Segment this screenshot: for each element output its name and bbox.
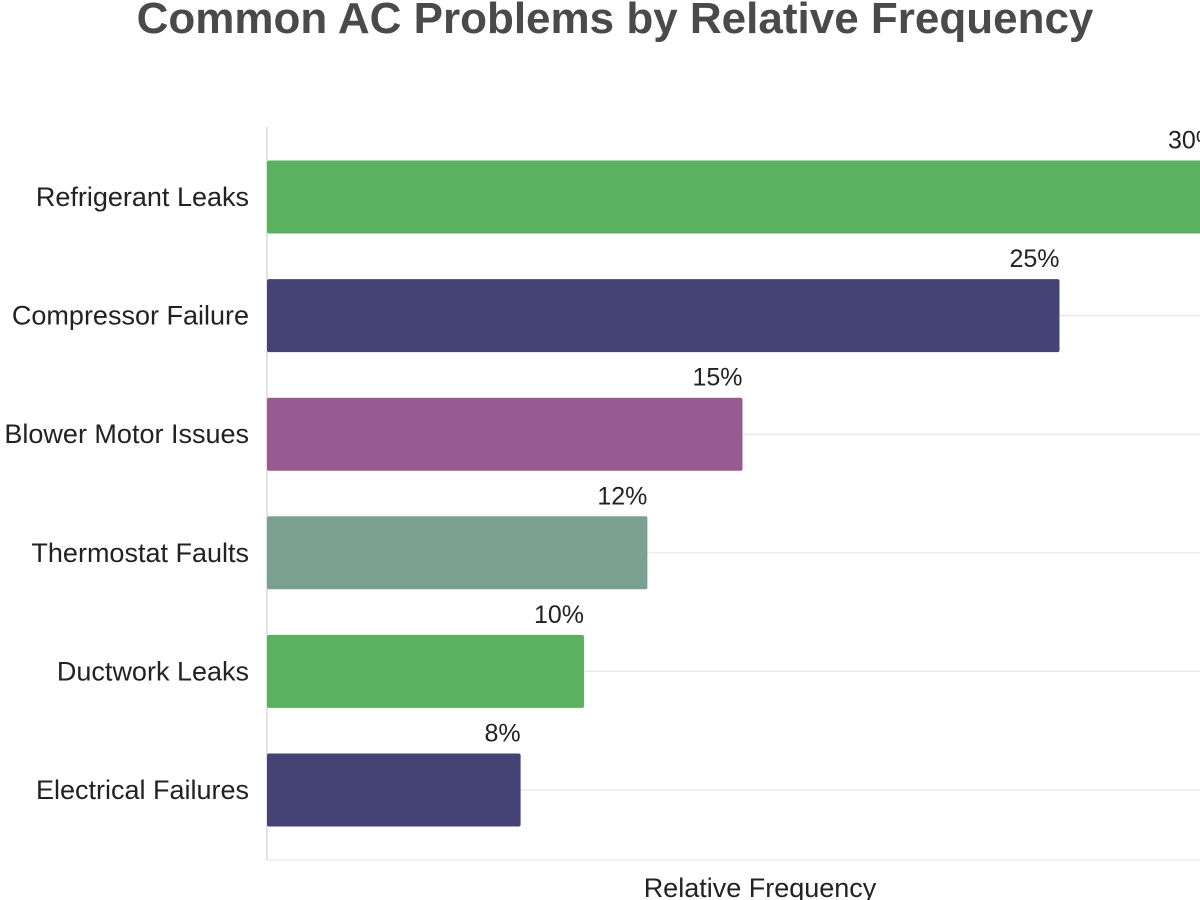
data-label: 8%	[484, 720, 520, 748]
data-label: 12%	[597, 482, 647, 510]
category-label: Electrical Failures	[36, 775, 249, 805]
data-label: 15%	[692, 364, 742, 392]
category-label: Thermostat Faults	[31, 538, 249, 568]
bar	[267, 516, 648, 590]
bar	[267, 160, 1200, 234]
bar	[267, 634, 584, 708]
bar	[267, 397, 743, 471]
category-label: Blower Motor Issues	[4, 419, 249, 449]
data-label: 30%	[1168, 127, 1200, 155]
bars: Refrigerant Leaks 30% Compressor Failure 25…	[4, 127, 1200, 827]
bar	[267, 753, 521, 827]
category-label: Refrigerant Leaks	[36, 182, 249, 212]
category-label: Compressor Failure	[12, 301, 249, 331]
data-label: 25%	[1009, 245, 1059, 273]
chart-title: Common AC Problems by Relative Frequency	[137, 0, 1094, 43]
bar	[267, 279, 1060, 353]
x-axis-label: Relative Frequency	[644, 873, 877, 900]
category-label: Ductwork Leaks	[57, 656, 249, 686]
data-label: 10%	[534, 601, 584, 629]
